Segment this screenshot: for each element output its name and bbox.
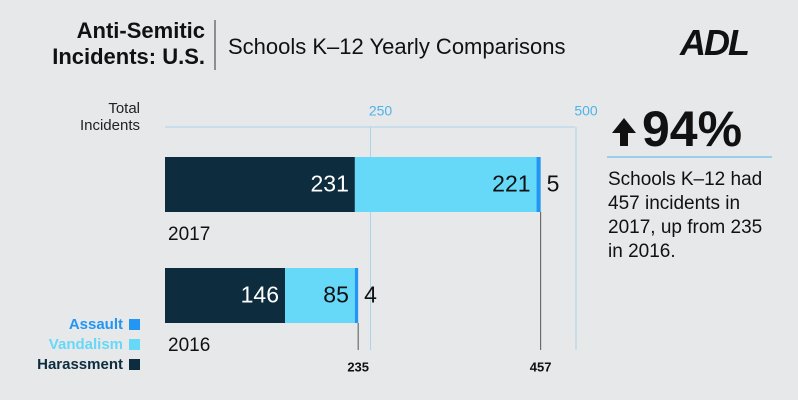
value-label: 4 bbox=[364, 282, 377, 308]
legend-swatch bbox=[129, 339, 140, 350]
value-label: 85 bbox=[323, 282, 349, 308]
total-label: 235 bbox=[347, 359, 369, 374]
value-label: 146 bbox=[241, 282, 279, 308]
category-label: 2016 bbox=[168, 335, 210, 356]
annotation: Schools K–12 had 457 incidents in 2017, … bbox=[608, 169, 763, 262]
legend-label: Vandalism bbox=[49, 336, 123, 353]
legend-swatch bbox=[129, 319, 140, 330]
x-tick-label: 250 bbox=[369, 103, 393, 119]
legend-label: Assault bbox=[69, 316, 123, 333]
change-stat: 94% bbox=[642, 101, 743, 157]
x-tick-label: 500 bbox=[574, 103, 598, 119]
value-label: 231 bbox=[311, 171, 349, 197]
logo: ADL bbox=[680, 22, 750, 63]
up-arrow bbox=[612, 118, 636, 146]
legend-label: Harassment bbox=[37, 356, 123, 373]
legend-swatch bbox=[129, 359, 140, 370]
total-label: 457 bbox=[530, 359, 552, 374]
axis-label: Total Incidents bbox=[79, 100, 140, 134]
value-label: 5 bbox=[547, 171, 560, 197]
bar-segment bbox=[285, 268, 355, 323]
chart-subtitle: Schools K–12 Yearly Comparisons bbox=[228, 34, 566, 59]
bar-segment bbox=[165, 268, 286, 323]
value-label: 221 bbox=[492, 171, 530, 197]
bar-segment bbox=[536, 157, 541, 212]
category-label: 2017 bbox=[168, 224, 210, 245]
bar-segment bbox=[165, 157, 355, 212]
bar-segment bbox=[354, 268, 359, 323]
bar-segment bbox=[354, 157, 537, 212]
chart-title: Anti-Semitic Incidents: U.S. bbox=[52, 18, 205, 69]
